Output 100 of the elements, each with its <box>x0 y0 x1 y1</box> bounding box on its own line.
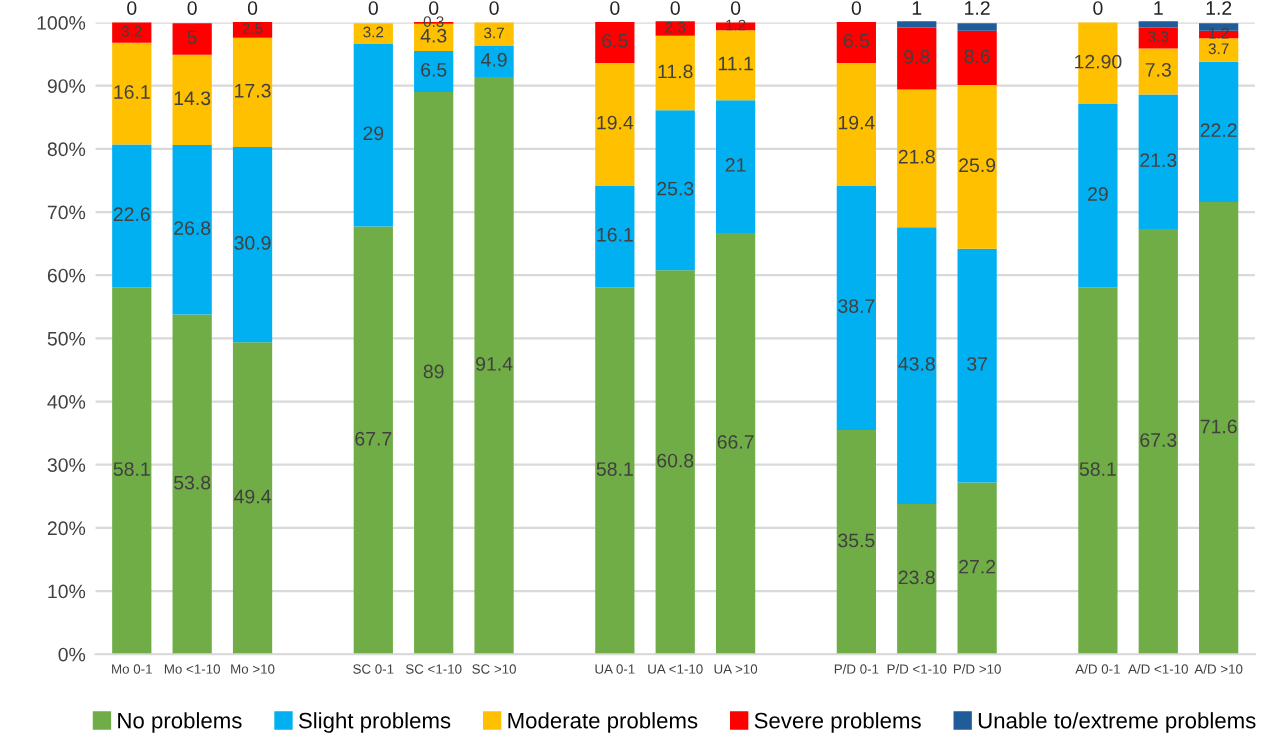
bar <box>232 147 273 343</box>
bar <box>353 23 393 44</box>
bar <box>897 27 937 90</box>
bar <box>957 23 997 31</box>
data-label: 22.2 <box>1200 123 1237 137</box>
y-tick-label: 60% <box>47 268 86 283</box>
y-tick-label: 90% <box>47 79 86 93</box>
data-label: 0 <box>730 1 741 15</box>
bar <box>474 22 514 46</box>
data-label: 5 <box>187 30 197 45</box>
data-label: 49.4 <box>234 489 271 504</box>
bar <box>595 185 635 288</box>
bar <box>715 100 756 233</box>
data-label: 0 <box>851 1 862 15</box>
y-tick-label: 30% <box>47 458 86 472</box>
data-label: 27.2 <box>959 559 996 574</box>
bar <box>715 30 756 101</box>
data-label: 19.4 <box>597 115 634 130</box>
bar <box>172 314 212 655</box>
bar <box>112 144 152 288</box>
bar <box>353 226 393 655</box>
data-label: 37 <box>967 357 987 371</box>
bar <box>232 21 273 38</box>
bar <box>1078 104 1118 288</box>
y-tick-label: 80% <box>47 142 86 157</box>
data-label: 0 <box>610 1 620 15</box>
data-label: 17.3 <box>235 83 271 98</box>
data-label: 14.3 <box>174 91 211 106</box>
data-label: 91.4 <box>476 357 513 371</box>
data-label: 1 <box>1154 1 1163 15</box>
data-label: 0 <box>429 1 439 15</box>
bar <box>595 287 635 655</box>
bar <box>836 21 876 63</box>
y-tick-label: 70% <box>47 205 86 220</box>
bar <box>836 62 876 186</box>
bar <box>655 35 695 111</box>
bar <box>1138 229 1178 655</box>
y-tick-label: 0% <box>58 647 86 662</box>
data-label: 19.4 <box>838 115 875 130</box>
bar <box>655 270 695 655</box>
data-label: 66.7 <box>717 435 754 449</box>
bar <box>1199 61 1239 202</box>
data-label: 0 <box>489 1 499 15</box>
data-label: 11.1 <box>718 56 753 71</box>
bar <box>414 50 454 93</box>
legend-label: Slight problems <box>298 712 451 733</box>
bar <box>595 62 635 186</box>
data-label: 71.6 <box>1200 419 1237 434</box>
data-label: 89 <box>423 364 444 379</box>
bar <box>897 21 937 28</box>
data-label: 58.1 <box>1079 462 1116 476</box>
bar <box>414 92 454 655</box>
data-label: 0 <box>127 1 137 15</box>
bar <box>836 185 876 430</box>
bar <box>897 89 937 228</box>
bar <box>655 21 695 36</box>
bar <box>172 54 212 146</box>
y-tick-label: 10% <box>48 584 86 599</box>
data-label: 23.8 <box>898 570 935 585</box>
data-label: 67.3 <box>1140 433 1177 447</box>
data-label: 1.2 <box>965 1 990 15</box>
data-label: 22.6 <box>113 207 150 222</box>
y-tick-label: 40% <box>47 395 86 409</box>
data-label: 35.5 <box>838 533 875 548</box>
data-label: 6.5 <box>421 62 447 77</box>
bar <box>1138 21 1178 28</box>
bar <box>1199 23 1239 31</box>
data-label: 30.9 <box>234 236 271 250</box>
bar <box>957 85 997 249</box>
data-label: 0 <box>670 1 680 15</box>
bar <box>1138 94 1178 230</box>
bar <box>1199 38 1239 62</box>
y-tick-label: 50% <box>47 331 86 346</box>
bar <box>897 227 937 504</box>
bar <box>172 145 212 315</box>
data-label: 1 <box>912 1 922 15</box>
data-label: 11.8 <box>658 64 693 79</box>
data-label: 8.6 <box>964 49 990 64</box>
data-label: 0 <box>187 1 197 15</box>
bar <box>474 45 514 77</box>
y-tick-label: 20% <box>47 521 86 536</box>
legend-label: Severe problems <box>754 712 921 733</box>
data-label: 29 <box>363 126 384 141</box>
data-label: 60.8 <box>657 453 694 468</box>
bar <box>232 342 273 655</box>
data-label: 16.1 <box>597 227 633 242</box>
bar <box>1078 287 1118 655</box>
data-label: 53.8 <box>174 475 211 490</box>
data-label: 9.8 <box>904 50 930 64</box>
bar <box>957 482 997 655</box>
data-label: 0 <box>368 1 378 15</box>
data-label: 21.8 <box>898 149 935 164</box>
data-label: 67.7 <box>355 431 392 446</box>
data-label: 26.8 <box>174 221 211 235</box>
bar <box>112 22 152 43</box>
bar <box>474 76 514 655</box>
data-label: 58.1 <box>113 462 150 476</box>
y-tick-label: 100% <box>37 16 86 30</box>
data-label: 29 <box>1088 187 1108 201</box>
data-label: 16.1 <box>114 85 150 99</box>
